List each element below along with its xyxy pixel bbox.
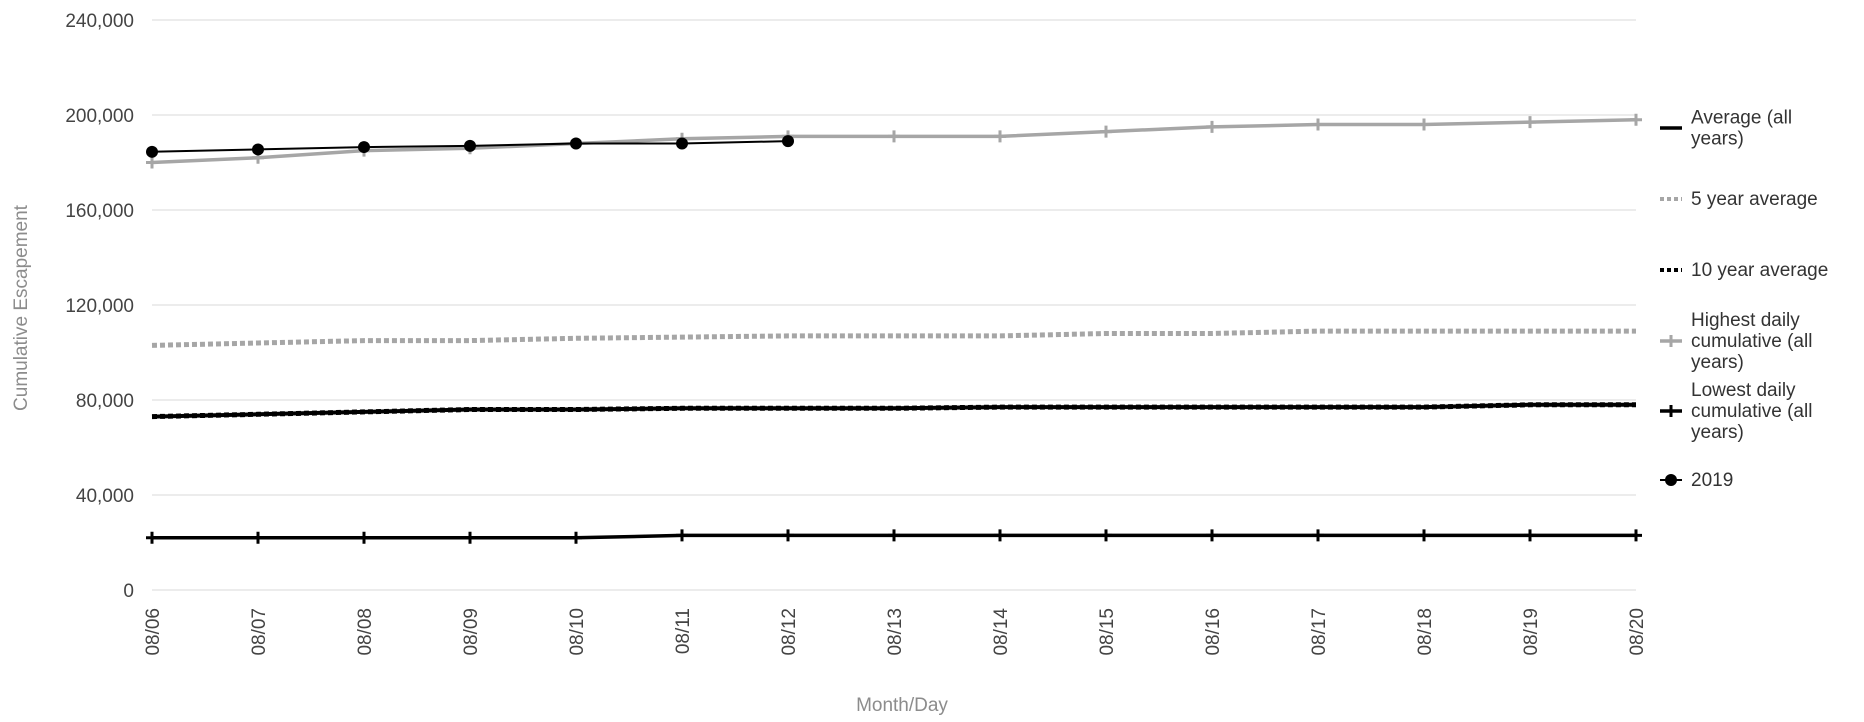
series-lowest-daily-cumulative-all-years [146, 529, 1642, 544]
x-tick-label: 08/17 [1309, 608, 1330, 656]
series-line-5-year-average [151, 328, 1636, 348]
x-tick-label: 08/11 [673, 608, 694, 654]
point-lowest-daily-cumulative-all-years-marker [1630, 529, 1642, 542]
series-5-year-average [151, 328, 1636, 348]
legend-label: 2019 [1691, 470, 1733, 491]
legend-item-highest-daily-cumulative-all-years: Highest daily cumulative (all years) [1660, 310, 1812, 373]
series-average-all-years [151, 402, 1636, 419]
x-tick-label: 08/14 [991, 608, 1012, 656]
y-tick-label: 80,000 [76, 391, 134, 412]
y-axis-ticks: 0 40,000 80,000 120,000 160,000 200,000 240,00… [65, 11, 134, 602]
point-lowest-daily-cumulative-all-years-marker [570, 531, 582, 544]
x-tick-label: 08/13 [885, 608, 906, 656]
point-2019-marker [782, 135, 794, 148]
legend-2019-marker [1665, 474, 1677, 486]
y-tick-label: 200,000 [65, 106, 134, 127]
gridlines [152, 19, 1636, 591]
point-highest-daily-cumulative-all-years-marker [1206, 120, 1218, 133]
series-lines [146, 113, 1642, 544]
x-tick-label: 08/16 [1203, 608, 1224, 656]
x-tick-label: 08/08 [355, 608, 376, 656]
x-tick-label: 08/12 [779, 608, 800, 656]
y-tick-label: 160,000 [65, 201, 134, 222]
x-axis-title: Month/Day [856, 695, 948, 716]
point-highest-daily-cumulative-all-years-marker [1312, 118, 1324, 131]
x-tick-label: 08/20 [1627, 608, 1648, 656]
point-highest-daily-cumulative-all-years-marker [994, 130, 1006, 143]
series-2019 [146, 135, 794, 158]
x-tick-label: 08/09 [461, 608, 482, 656]
series-highest-daily-cumulative-all-years [146, 113, 1642, 169]
point-lowest-daily-cumulative-all-years-marker [1312, 529, 1324, 542]
x-tick-label: 08/15 [1097, 608, 1118, 656]
series-line-10-year-average [151, 402, 1636, 420]
y-tick-label: 40,000 [76, 486, 134, 507]
point-2019-marker [252, 143, 264, 156]
point-lowest-daily-cumulative-all-years-marker [1524, 529, 1536, 542]
point-highest-daily-cumulative-all-years-marker [888, 130, 900, 143]
x-tick-label: 08/18 [1415, 608, 1436, 656]
legend: Average (all years) 5 year average 10 year … [1660, 108, 1828, 491]
series-line-average-all-years [151, 402, 1636, 419]
legend-lowest-daily-cumulative-all-years-marker [1665, 405, 1677, 417]
point-lowest-daily-cumulative-all-years-marker [676, 529, 688, 542]
legend-label: 5 year average [1691, 189, 1818, 210]
y-tick-label: 0 [123, 581, 134, 602]
x-axis-ticks: 08/06 08/07 08/08 08/09 08/10 08/11 08/12 08/13… [143, 608, 1648, 656]
x-tick-label: 08/06 [143, 608, 164, 656]
point-lowest-daily-cumulative-all-years-marker [994, 529, 1006, 542]
point-lowest-daily-cumulative-all-years-marker [1100, 529, 1112, 542]
point-highest-daily-cumulative-all-years-marker [1418, 118, 1430, 131]
legend-label: Highest daily cumulative (all years) [1691, 310, 1812, 373]
point-2019-marker [464, 139, 476, 152]
legend-item-5-year-average: 5 year average [1660, 189, 1818, 210]
point-highest-daily-cumulative-all-years-marker [1524, 116, 1536, 129]
x-tick-label: 08/07 [249, 608, 270, 656]
point-lowest-daily-cumulative-all-years-marker [146, 531, 158, 544]
legend-item-lowest-daily-cumulative-all-years: Lowest daily cumulative (all years) [1660, 380, 1812, 443]
point-lowest-daily-cumulative-all-years-marker [888, 529, 900, 542]
point-lowest-daily-cumulative-all-years-marker [358, 531, 370, 544]
point-lowest-daily-cumulative-all-years-marker [1418, 529, 1430, 542]
point-lowest-daily-cumulative-all-years-marker [464, 531, 476, 544]
legend-label: 10 year average [1691, 260, 1828, 281]
point-highest-daily-cumulative-all-years-marker [146, 156, 158, 169]
y-tick-label: 120,000 [65, 296, 134, 317]
legend-item-2019: 2019 [1660, 470, 1733, 491]
point-2019-marker [358, 141, 370, 154]
point-highest-daily-cumulative-all-years-marker [1630, 113, 1642, 126]
point-2019-marker [570, 137, 582, 150]
y-axis-title: Cumulative Escapement [11, 204, 32, 411]
legend-item-average-all-years: Average (all years) [1660, 108, 1792, 150]
legend-label: Average (all years) [1691, 108, 1792, 150]
point-2019-marker [676, 137, 688, 150]
point-lowest-daily-cumulative-all-years-marker [1206, 529, 1218, 542]
point-lowest-daily-cumulative-all-years-marker [252, 531, 264, 544]
x-tick-label: 08/19 [1521, 608, 1542, 656]
point-lowest-daily-cumulative-all-years-marker [782, 529, 794, 542]
point-2019-marker [146, 145, 158, 158]
y-tick-label: 240,000 [65, 11, 134, 32]
x-tick-label: 08/10 [567, 608, 588, 656]
legend-label: Lowest daily cumulative (all years) [1691, 380, 1812, 443]
legend-highest-daily-cumulative-all-years-marker [1665, 335, 1677, 347]
series-10-year-average [151, 402, 1636, 420]
legend-item-10-year-average: 10 year average [1660, 260, 1828, 281]
point-highest-daily-cumulative-all-years-marker [1100, 125, 1112, 138]
